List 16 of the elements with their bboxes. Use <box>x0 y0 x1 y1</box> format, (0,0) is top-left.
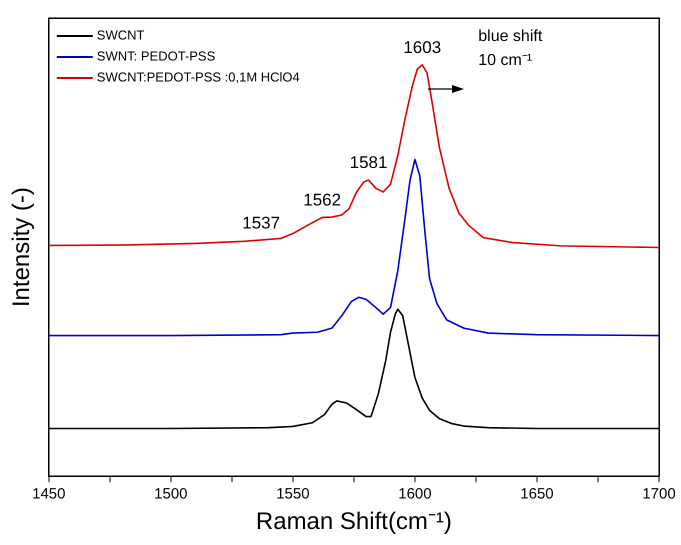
x-tick-label: 1650 <box>520 485 554 502</box>
x-tick-label: 1550 <box>276 485 310 502</box>
annotation: 1603 <box>403 38 442 58</box>
legend-label: SWCNT:PEDOT-PSS :0,1M HClO4 <box>96 70 300 85</box>
x-tick-label: 1700 <box>642 485 676 502</box>
legend-label: SWNT: PEDOT-PSS <box>96 48 216 64</box>
annotation: 1537 <box>242 213 280 232</box>
annotation: 1581 <box>350 153 388 172</box>
x-tick-label: 1450 <box>32 485 66 502</box>
legend-label: SWCNT <box>96 28 145 43</box>
annotation: 1562 <box>303 190 342 210</box>
x-axis-title: Raman Shift(cm⁻¹) <box>256 508 452 536</box>
x-tick-label: 1600 <box>398 485 432 502</box>
y-axis-title: Intensity (-) <box>8 187 36 308</box>
x-tick-label: 1500 <box>154 485 188 502</box>
annotation: blue shift 10 cm⁻¹ <box>478 26 544 71</box>
